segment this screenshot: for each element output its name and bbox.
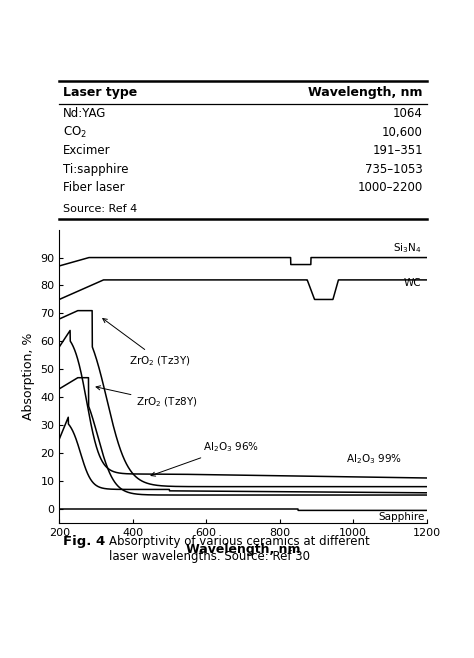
Text: Sapphire: Sapphire (379, 513, 425, 522)
Text: Fig. 4: Fig. 4 (63, 536, 105, 549)
Text: 191–351: 191–351 (372, 144, 423, 157)
Text: CO$_2$: CO$_2$ (63, 125, 87, 140)
Text: 735–1053: 735–1053 (365, 163, 423, 176)
Text: Laser type: Laser type (63, 86, 137, 99)
Text: Excimer: Excimer (63, 144, 110, 157)
X-axis label: Wavelength, nm: Wavelength, nm (186, 544, 300, 557)
Text: Nd:YAG: Nd:YAG (63, 107, 106, 120)
Text: Absorptivity of various ceramics at different
laser wavelengths. Source: Ref 30: Absorptivity of various ceramics at diff… (109, 536, 370, 563)
Text: Al$_2$O$_3$ 99%: Al$_2$O$_3$ 99% (346, 452, 402, 466)
Text: Fiber laser: Fiber laser (63, 182, 125, 195)
Text: WC: WC (403, 278, 421, 288)
Text: 1064: 1064 (393, 107, 423, 120)
Text: Si$_3$N$_4$: Si$_3$N$_4$ (392, 241, 421, 255)
Text: ZrO$_2$ (Tz3Y): ZrO$_2$ (Tz3Y) (103, 318, 191, 368)
Text: ZrO$_2$ (Tz8Y): ZrO$_2$ (Tz8Y) (96, 386, 198, 409)
Text: Ti:sapphire: Ti:sapphire (63, 163, 128, 176)
Text: Al$_2$O$_3$ 96%: Al$_2$O$_3$ 96% (151, 440, 258, 476)
Text: Source: Ref 4: Source: Ref 4 (63, 203, 137, 214)
Text: 1000–2200: 1000–2200 (358, 182, 423, 195)
Text: 10,600: 10,600 (382, 126, 423, 139)
Y-axis label: Absorption, %: Absorption, % (22, 332, 35, 420)
Text: Wavelength, nm: Wavelength, nm (309, 86, 423, 99)
